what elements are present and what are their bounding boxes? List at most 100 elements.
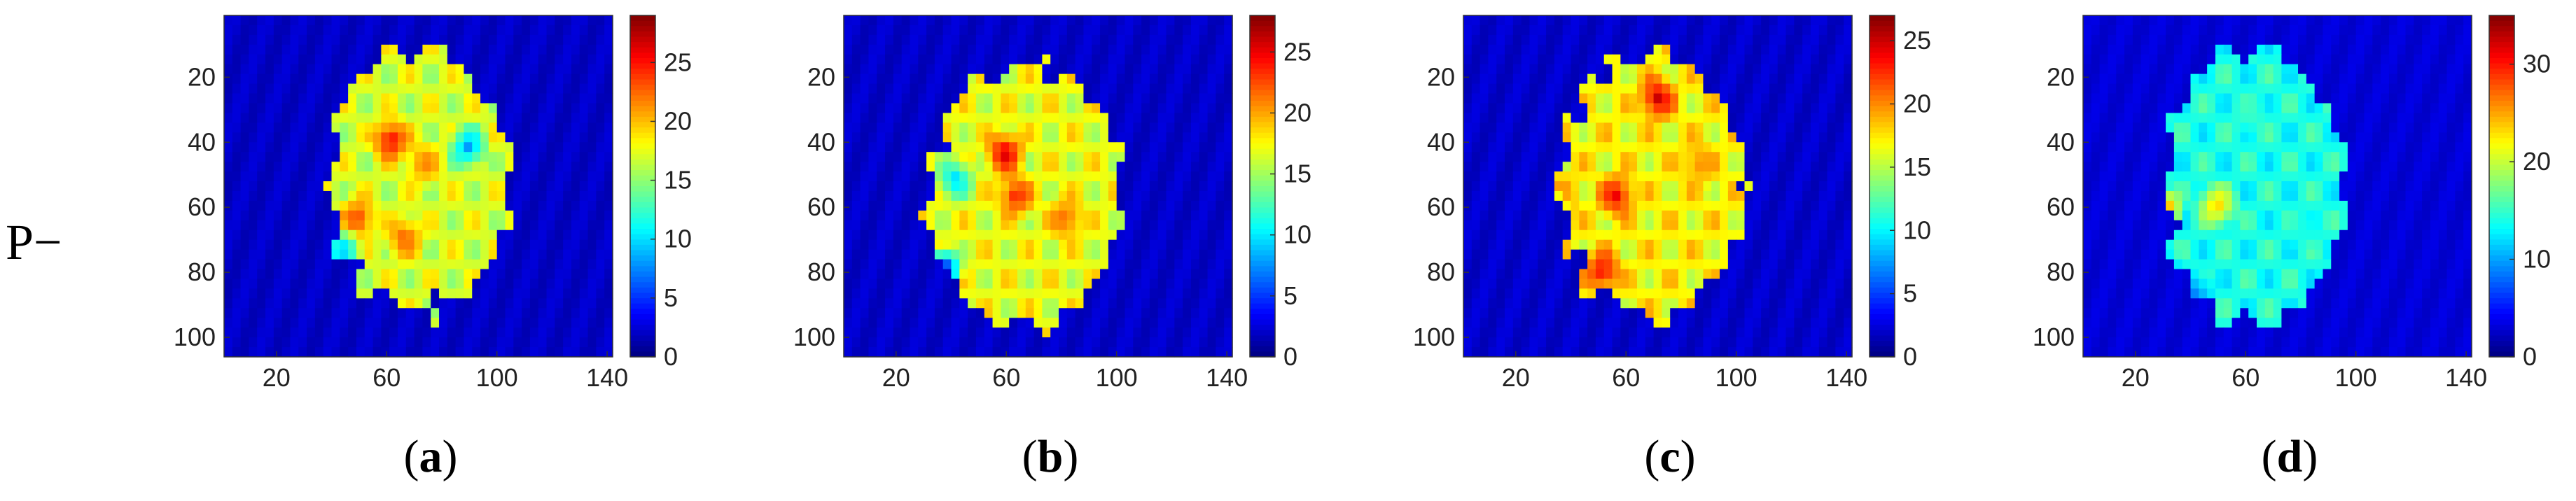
heatmap-cell (381, 34, 390, 45)
heatmap-cell (893, 64, 903, 75)
heatmap-cell (496, 337, 506, 348)
heatmap-cells (1463, 15, 1853, 358)
heatmap-cell (414, 73, 424, 85)
heatmap-cell (992, 15, 1001, 26)
heatmap-cell (1645, 269, 1655, 280)
heatmap-cell (1818, 93, 1828, 104)
heatmap-cell (1802, 64, 1811, 75)
heatmap-cell (472, 318, 481, 328)
heatmap-cell (464, 171, 473, 182)
heatmap-cell (1777, 278, 1787, 289)
heatmap-cell (934, 298, 944, 309)
heatmap-cell (959, 200, 968, 211)
heatmap-cell (1720, 190, 1729, 202)
heatmap-cell (1463, 103, 1473, 114)
heatmap-cell (1827, 210, 1836, 221)
colorbar-segment (1250, 309, 1275, 315)
colorbar-tick: 20 (650, 106, 692, 135)
heatmap-cell (901, 278, 911, 289)
heatmap-cell (1050, 337, 1059, 348)
heatmap-cell (1694, 73, 1704, 85)
heatmap-cell (290, 230, 299, 241)
heatmap-cell (1744, 122, 1753, 133)
heatmap-cell (431, 44, 440, 55)
colorbar-segment (1250, 95, 1275, 101)
heatmap-cell (1769, 83, 1778, 94)
heatmap-cell (273, 15, 283, 26)
heatmap-cell (529, 113, 539, 123)
heatmap-cell (356, 249, 365, 260)
heatmap-cell (1703, 298, 1712, 309)
heatmap-cell (431, 103, 440, 114)
heatmap-cell (1678, 132, 1687, 143)
heatmap-cell (1761, 122, 1770, 133)
heatmap-cell (1125, 220, 1134, 231)
heatmap-cell (1686, 220, 1696, 231)
heatmap-cell (1050, 64, 1059, 75)
heatmap-cell (1100, 298, 1109, 309)
heatmap-cell (1059, 44, 1068, 55)
heatmap-cell (596, 249, 605, 260)
heatmap-cell (1480, 318, 1489, 328)
heatmap-cell (1207, 34, 1216, 45)
heatmap-cell (877, 142, 886, 153)
heatmap-cell (910, 249, 919, 260)
heatmap-cell (364, 93, 374, 104)
heatmap-cell (331, 230, 340, 241)
heatmap-cell (1125, 298, 1134, 309)
heatmap-cell (555, 93, 564, 104)
heatmap-cell (1620, 259, 1629, 270)
heatmap-cell (472, 142, 481, 153)
heatmap-cell (1199, 337, 1209, 348)
heatmap-cell (587, 44, 597, 55)
heatmap-cell (555, 190, 564, 202)
heatmap-cell (1059, 93, 1068, 104)
colorbar-segment (1250, 197, 1275, 203)
heatmap-cell (587, 132, 597, 143)
heatmap-cell (959, 278, 968, 289)
heatmap-cell (860, 15, 870, 26)
heatmap-cell (257, 190, 266, 202)
heatmap-cell (546, 73, 555, 85)
heatmap-cell (373, 44, 382, 55)
heatmap-cell (1620, 93, 1629, 104)
heatmap-cell (604, 83, 613, 94)
heatmap-cell (488, 308, 498, 318)
heatmap-cell (431, 230, 440, 241)
heatmap-cell (587, 210, 597, 221)
heatmap-cell (257, 298, 266, 309)
heatmap-cell (381, 288, 390, 299)
heatmap-cell (1694, 54, 1704, 65)
heatmap-cell (1546, 269, 1555, 280)
heatmap-cell (1703, 152, 1712, 162)
heatmap-cell (918, 278, 927, 289)
colorbar-tick-label: 0 (664, 342, 678, 371)
heatmap-cell (1736, 142, 1746, 153)
heatmap-cell (1694, 152, 1704, 162)
heatmap-cell (934, 200, 944, 211)
heatmap-cell (331, 122, 340, 133)
heatmap-cell (1066, 269, 1076, 280)
heatmap-cell (356, 171, 365, 182)
colorbar-segment (1250, 42, 1275, 48)
heatmap-cell (1133, 64, 1142, 75)
heatmap-cell (1645, 259, 1655, 270)
heatmap-cell (951, 259, 960, 270)
heatmap-cell (1777, 73, 1787, 85)
heatmap-cell (1216, 278, 1225, 289)
heatmap-cell (934, 239, 944, 250)
heatmap-cell (240, 230, 250, 241)
heatmap-cell (1009, 278, 1018, 289)
heatmap-cell (1125, 132, 1134, 143)
heatmap-cell (224, 318, 233, 328)
heatmap-cell (893, 122, 903, 133)
heatmap-cell (1050, 318, 1059, 328)
heatmap-cell (307, 210, 316, 221)
heatmap-cell (529, 327, 539, 338)
heatmap-cell (1579, 269, 1588, 280)
heatmap-cell (1512, 200, 1522, 211)
heatmap-cell (1703, 200, 1712, 211)
heatmap-cell (1720, 171, 1729, 182)
heatmap-cell (1720, 24, 1729, 36)
